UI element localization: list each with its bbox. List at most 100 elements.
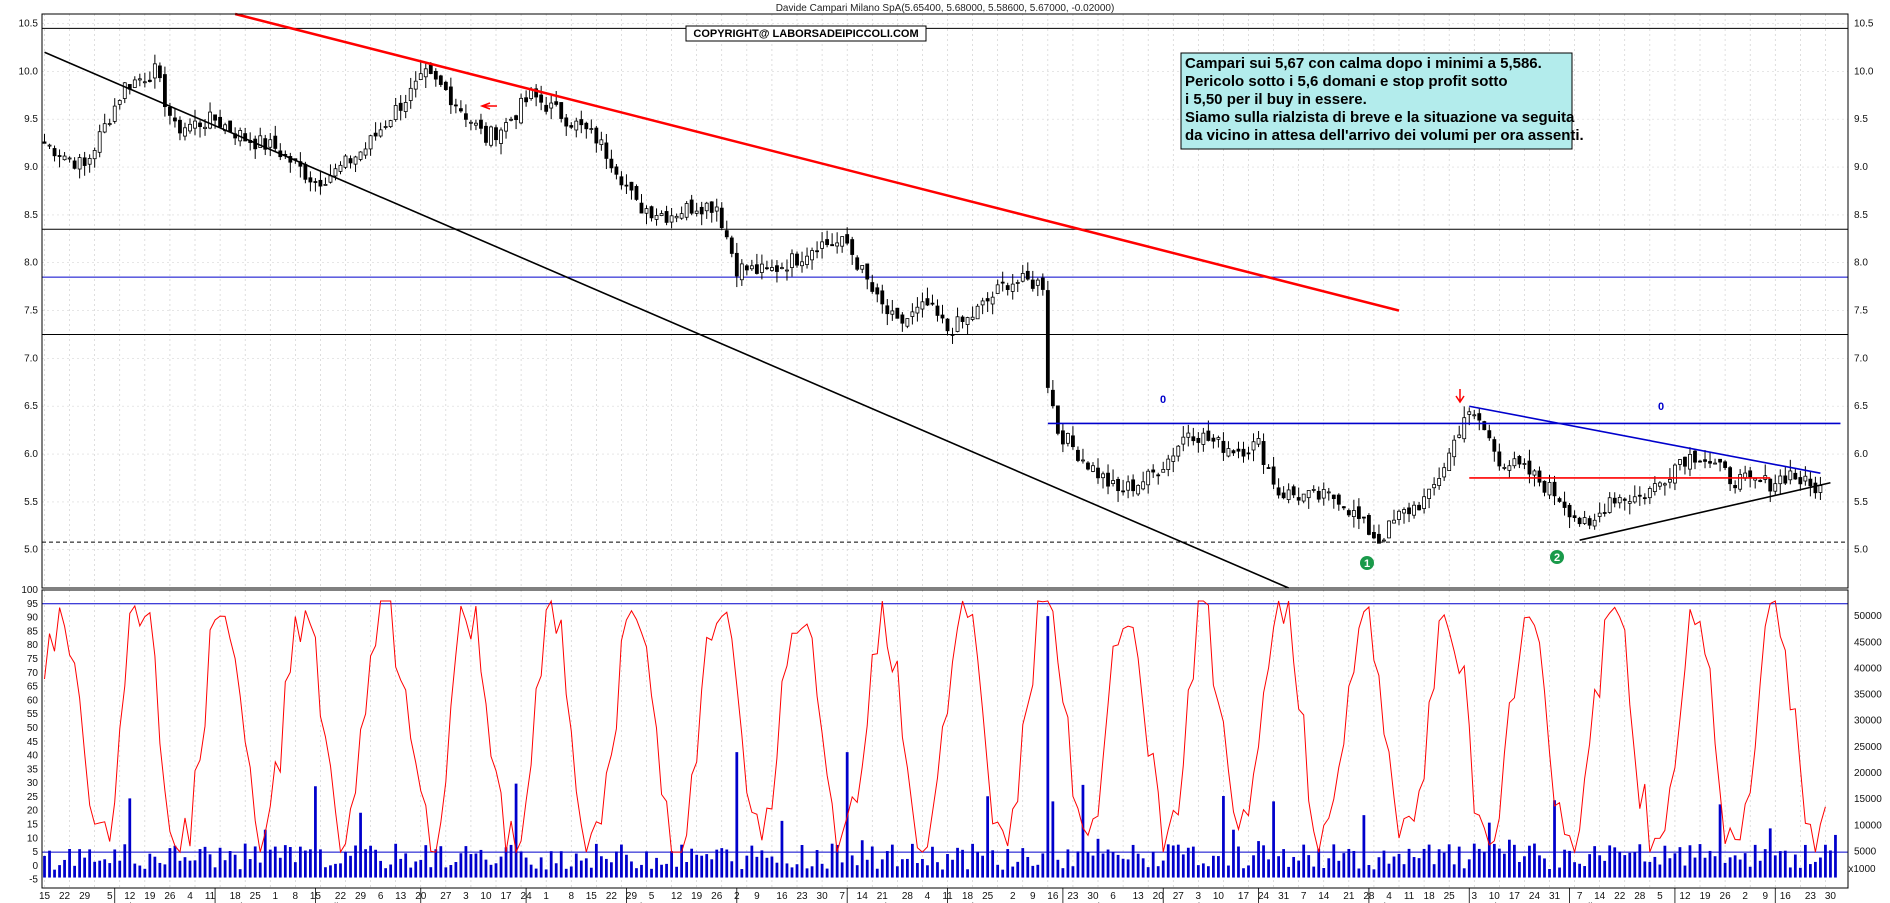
volume-tick-label: 30000 bbox=[1854, 716, 1882, 727]
candle-body bbox=[875, 287, 880, 295]
date-tick-label: 23 bbox=[796, 891, 808, 902]
candle-body bbox=[800, 261, 804, 267]
candle-body bbox=[930, 302, 935, 305]
price-candle bbox=[1647, 486, 1652, 504]
date-tick-label: 23 bbox=[1067, 891, 1079, 902]
oscillator-tick-label: 90 bbox=[27, 613, 39, 624]
price-candle bbox=[674, 213, 679, 223]
price-candle bbox=[514, 114, 518, 130]
date-tick-label: 18 bbox=[230, 891, 242, 902]
candle-body bbox=[649, 206, 654, 219]
price-candle bbox=[935, 299, 940, 322]
candle-body bbox=[584, 122, 589, 130]
price-panel-frame bbox=[41, 13, 1849, 589]
candle-body bbox=[117, 100, 122, 105]
price-panel bbox=[42, 12, 1848, 589]
price-tick-label: 9.0 bbox=[24, 162, 38, 173]
date-tick-label: 2 bbox=[1010, 891, 1016, 902]
candle-body bbox=[985, 298, 990, 302]
candle-body bbox=[178, 119, 182, 134]
price-candle bbox=[669, 208, 674, 229]
price-candle bbox=[1422, 488, 1426, 514]
price-candle bbox=[157, 62, 162, 83]
price-candle bbox=[1301, 493, 1306, 504]
candle-body bbox=[484, 125, 488, 143]
price-candle bbox=[1156, 472, 1161, 485]
volume-tick-label: 40000 bbox=[1854, 663, 1882, 674]
oscillator-tick-label: 10 bbox=[27, 833, 39, 844]
oscillator-tick-label: 0 bbox=[32, 861, 38, 872]
date-tick-label: 16 bbox=[1047, 891, 1059, 902]
candle-body bbox=[1040, 277, 1045, 290]
candle-body bbox=[1713, 462, 1717, 465]
candle-body bbox=[1005, 285, 1010, 290]
candle-body bbox=[880, 290, 885, 305]
candle-body bbox=[1346, 510, 1351, 516]
price-tick-label: 10.5 bbox=[19, 19, 39, 30]
candle-body bbox=[885, 305, 890, 315]
candle-body bbox=[268, 139, 273, 148]
oscillator-tick-label: 25 bbox=[27, 792, 39, 803]
annotation-line: Siamo sulla rialzista di breve e la situ… bbox=[1185, 109, 1575, 126]
price-candle bbox=[810, 247, 814, 270]
chart-title: Davide Campari Milano SpA(5.65400, 5.680… bbox=[776, 3, 1115, 14]
candle-body bbox=[373, 132, 378, 137]
candle-body bbox=[62, 155, 67, 161]
candle-body bbox=[634, 186, 639, 200]
candle-body bbox=[1387, 520, 1391, 539]
candle-body bbox=[1201, 432, 1206, 445]
candle-body bbox=[67, 157, 72, 160]
date-tick-label: 30 bbox=[1825, 891, 1837, 902]
volume-tick-label: 50000 bbox=[1854, 611, 1882, 622]
trend-line bbox=[234, 12, 1400, 312]
candle-body bbox=[569, 125, 574, 128]
candle-body bbox=[1592, 519, 1597, 527]
candle-body bbox=[910, 311, 915, 317]
price-candle bbox=[152, 54, 157, 89]
price-candle bbox=[1010, 274, 1015, 300]
candle-body bbox=[1808, 478, 1813, 487]
candle-body bbox=[579, 119, 584, 126]
candle-body bbox=[494, 127, 498, 141]
candle-body bbox=[1286, 489, 1291, 500]
price-candle bbox=[62, 152, 67, 161]
candle-body bbox=[203, 126, 207, 129]
price-candle bbox=[860, 265, 865, 274]
price-candle bbox=[1688, 447, 1692, 477]
price-candle bbox=[1642, 493, 1647, 505]
candle-body bbox=[107, 123, 112, 125]
candle-body bbox=[1622, 498, 1627, 501]
price-candle bbox=[117, 99, 122, 110]
candle-body bbox=[1377, 533, 1381, 544]
candle-body bbox=[77, 157, 82, 170]
candle-body bbox=[1096, 467, 1100, 479]
candle-body bbox=[780, 267, 784, 270]
candle-body bbox=[719, 207, 724, 229]
date-tick-label: 23 bbox=[1805, 891, 1817, 902]
price-candle bbox=[759, 254, 764, 280]
date-tick-label: 25 bbox=[982, 891, 994, 902]
candle-body bbox=[97, 131, 102, 153]
price-candle bbox=[825, 230, 830, 248]
candle-body bbox=[1020, 273, 1025, 282]
price-candle bbox=[719, 202, 724, 231]
price-candle bbox=[97, 124, 102, 158]
date-tick-label: 8 bbox=[293, 891, 299, 902]
price-candle bbox=[1783, 466, 1788, 486]
price-candle bbox=[820, 232, 824, 259]
candle-body bbox=[423, 68, 428, 78]
price-candle bbox=[1522, 458, 1527, 470]
price-candle bbox=[1221, 432, 1226, 461]
candle-body bbox=[1597, 512, 1602, 517]
candle-body bbox=[358, 151, 363, 160]
candle-body bbox=[1301, 493, 1306, 502]
candle-body bbox=[433, 70, 438, 80]
date-tick-label: 31 bbox=[1549, 891, 1561, 902]
annotation-line: Pericolo sotto i 5,6 domani e stop profi… bbox=[1185, 73, 1508, 90]
price-candle bbox=[785, 259, 789, 281]
date-tick-label: 4 bbox=[187, 891, 193, 902]
price-candle bbox=[484, 122, 488, 146]
candle-body bbox=[1758, 479, 1763, 482]
candle-body bbox=[318, 179, 323, 187]
price-candle bbox=[524, 90, 529, 107]
